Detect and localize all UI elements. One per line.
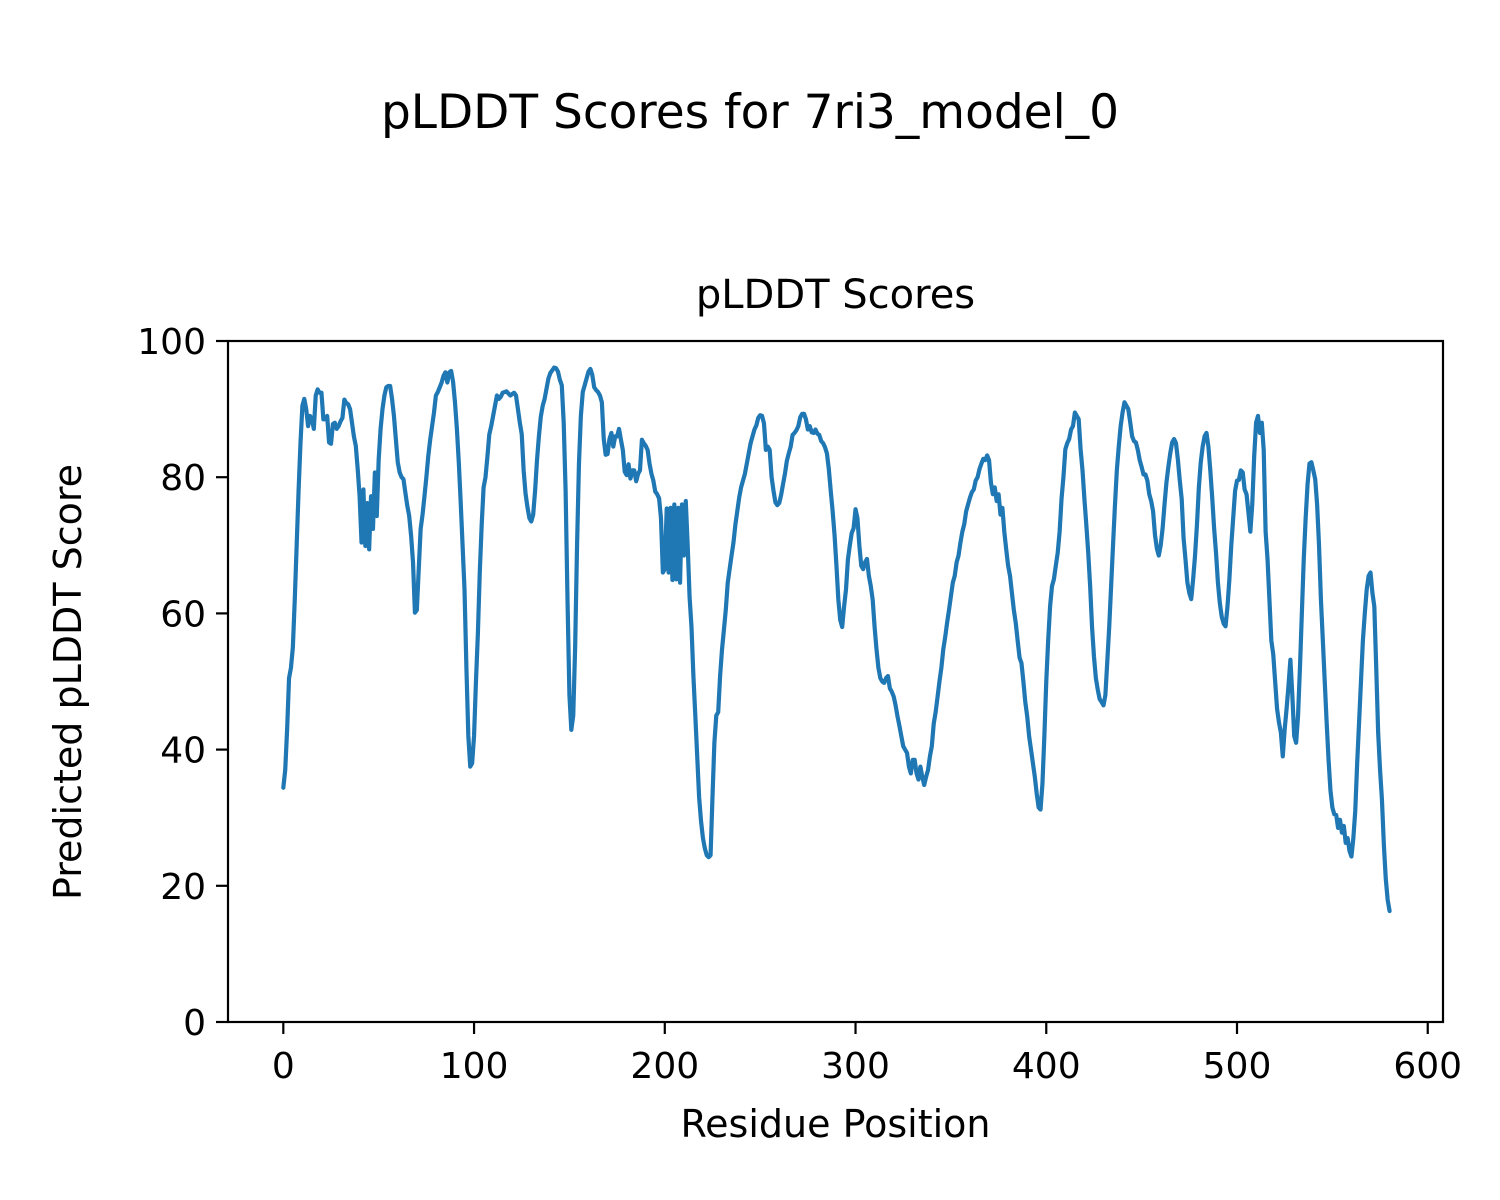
y-tick-label: 0 — [183, 1003, 206, 1044]
y-axis-ticks: 0 20 40 60 80 100 — [137, 322, 228, 1044]
x-tick-label: 400 — [1012, 1046, 1081, 1087]
x-tick-label: 500 — [1203, 1046, 1272, 1087]
x-axis-ticks: 0 100 200 300 400 500 600 — [272, 1022, 1462, 1087]
plddt-line — [281, 365, 1392, 914]
x-tick-label: 600 — [1393, 1046, 1462, 1087]
figure-title: pLDDT Scores for 7ri3_model_0 — [380, 85, 1120, 140]
y-tick-label: 60 — [160, 594, 206, 635]
y-tick-label: 40 — [160, 731, 206, 772]
axes-title: pLDDT Scores — [695, 272, 976, 318]
y-tick-label: 100 — [137, 322, 206, 363]
x-tick-label: 300 — [821, 1046, 890, 1087]
y-tick-label: 80 — [160, 458, 206, 499]
x-axis-label: Residue Position — [680, 1102, 991, 1146]
x-tick-label: 0 — [272, 1046, 295, 1087]
x-tick-label: 200 — [630, 1046, 699, 1087]
y-tick-label: 20 — [160, 867, 206, 908]
spine-box — [226, 339, 1445, 1024]
axes-spines — [226, 339, 1445, 1024]
x-tick-label: 100 — [440, 1046, 509, 1087]
